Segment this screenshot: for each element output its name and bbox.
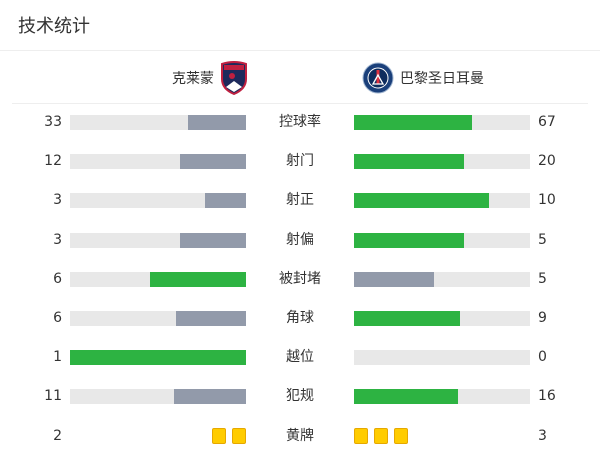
divider xyxy=(12,103,588,104)
away-bar xyxy=(354,271,530,287)
home-bar xyxy=(70,311,246,326)
away-bar-fill xyxy=(354,232,464,248)
stat-row: 3 射正 10 xyxy=(0,190,600,210)
away-bar-fill xyxy=(354,115,472,130)
stat-label: 射偏 xyxy=(286,231,314,248)
away-bar-fill xyxy=(354,271,434,287)
away-bar xyxy=(354,350,530,366)
away-value: 5 xyxy=(538,270,547,287)
yellow-card-icon xyxy=(354,427,368,444)
stat-label: 射正 xyxy=(286,192,314,209)
stat-label: 被封堵 xyxy=(279,270,321,287)
yellow-card-icon xyxy=(374,427,388,444)
yellow-card-icon xyxy=(394,427,408,444)
stat-label: 射门 xyxy=(286,153,314,170)
home-value: 6 xyxy=(53,310,62,326)
away-bar-fill xyxy=(354,154,464,170)
away-bar xyxy=(354,115,530,130)
home-value: 33 xyxy=(44,114,62,130)
away-value: 0 xyxy=(538,349,547,366)
stat-row: 6 角球 9 xyxy=(0,308,600,328)
yellow-card-icon xyxy=(232,427,246,444)
away-value: 3 xyxy=(538,427,547,444)
away-bar xyxy=(354,389,530,405)
yellow-card-row: 2 黄牌 3 xyxy=(0,426,600,446)
home-bar xyxy=(70,389,246,405)
home-bar xyxy=(70,193,246,209)
stat-row: 12 射门 20 xyxy=(0,151,600,171)
home-value: 2 xyxy=(53,427,62,444)
home-bar-fill xyxy=(174,389,246,405)
home-value: 6 xyxy=(53,270,62,287)
home-bar xyxy=(70,232,246,248)
home-bar-fill xyxy=(180,154,246,170)
psg-crest-icon xyxy=(362,62,394,94)
clermont-crest-icon xyxy=(221,61,247,95)
away-bar xyxy=(354,311,530,326)
stat-label: 越位 xyxy=(286,349,314,366)
away-value: 16 xyxy=(538,388,556,405)
stat-row: 33 控球率 67 xyxy=(0,112,600,132)
home-cards xyxy=(212,427,246,444)
home-bar-fill xyxy=(150,271,246,287)
stat-label: 角球 xyxy=(286,310,314,326)
home-team[interactable]: 克莱蒙 xyxy=(172,61,248,95)
home-value: 12 xyxy=(44,153,62,170)
away-value: 10 xyxy=(538,192,556,209)
stat-label: 控球率 xyxy=(279,114,321,130)
home-bar xyxy=(70,271,246,287)
stat-row: 11 犯规 16 xyxy=(0,386,600,406)
away-bar-fill xyxy=(354,389,459,405)
stat-label: 黄牌 xyxy=(286,427,314,444)
home-bar-fill xyxy=(175,311,246,326)
away-bar-fill xyxy=(354,193,490,209)
away-value: 20 xyxy=(538,153,556,170)
stat-row: 6 被封堵 5 xyxy=(0,269,600,289)
away-value: 5 xyxy=(538,231,547,248)
yellow-card-icon xyxy=(212,427,226,444)
home-value: 1 xyxy=(53,349,62,366)
away-value: 9 xyxy=(538,310,547,326)
home-bar-fill xyxy=(70,350,246,366)
home-bar-fill xyxy=(205,193,246,209)
away-bar xyxy=(354,193,530,209)
home-bar-fill xyxy=(187,115,246,130)
home-bar xyxy=(70,154,246,170)
home-bar xyxy=(70,350,246,366)
home-bar-fill xyxy=(180,232,246,248)
away-bar xyxy=(354,232,530,248)
home-team-name: 克莱蒙 xyxy=(172,71,214,87)
stat-label: 犯规 xyxy=(286,388,314,405)
home-value: 3 xyxy=(53,231,62,248)
stat-row: 3 射偏 5 xyxy=(0,230,600,250)
away-team[interactable]: 巴黎圣日耳曼 xyxy=(362,62,484,94)
stat-row: 1 越位 0 xyxy=(0,347,600,367)
divider xyxy=(0,50,600,51)
away-team-name: 巴黎圣日耳曼 xyxy=(400,71,484,87)
home-value: 3 xyxy=(53,192,62,209)
away-bar-fill xyxy=(354,311,460,326)
page-title: 技术统计 xyxy=(18,16,90,37)
away-cards xyxy=(354,427,408,444)
away-bar xyxy=(354,154,530,170)
away-value: 67 xyxy=(538,114,556,130)
home-value: 11 xyxy=(44,388,62,405)
home-bar xyxy=(70,115,246,130)
